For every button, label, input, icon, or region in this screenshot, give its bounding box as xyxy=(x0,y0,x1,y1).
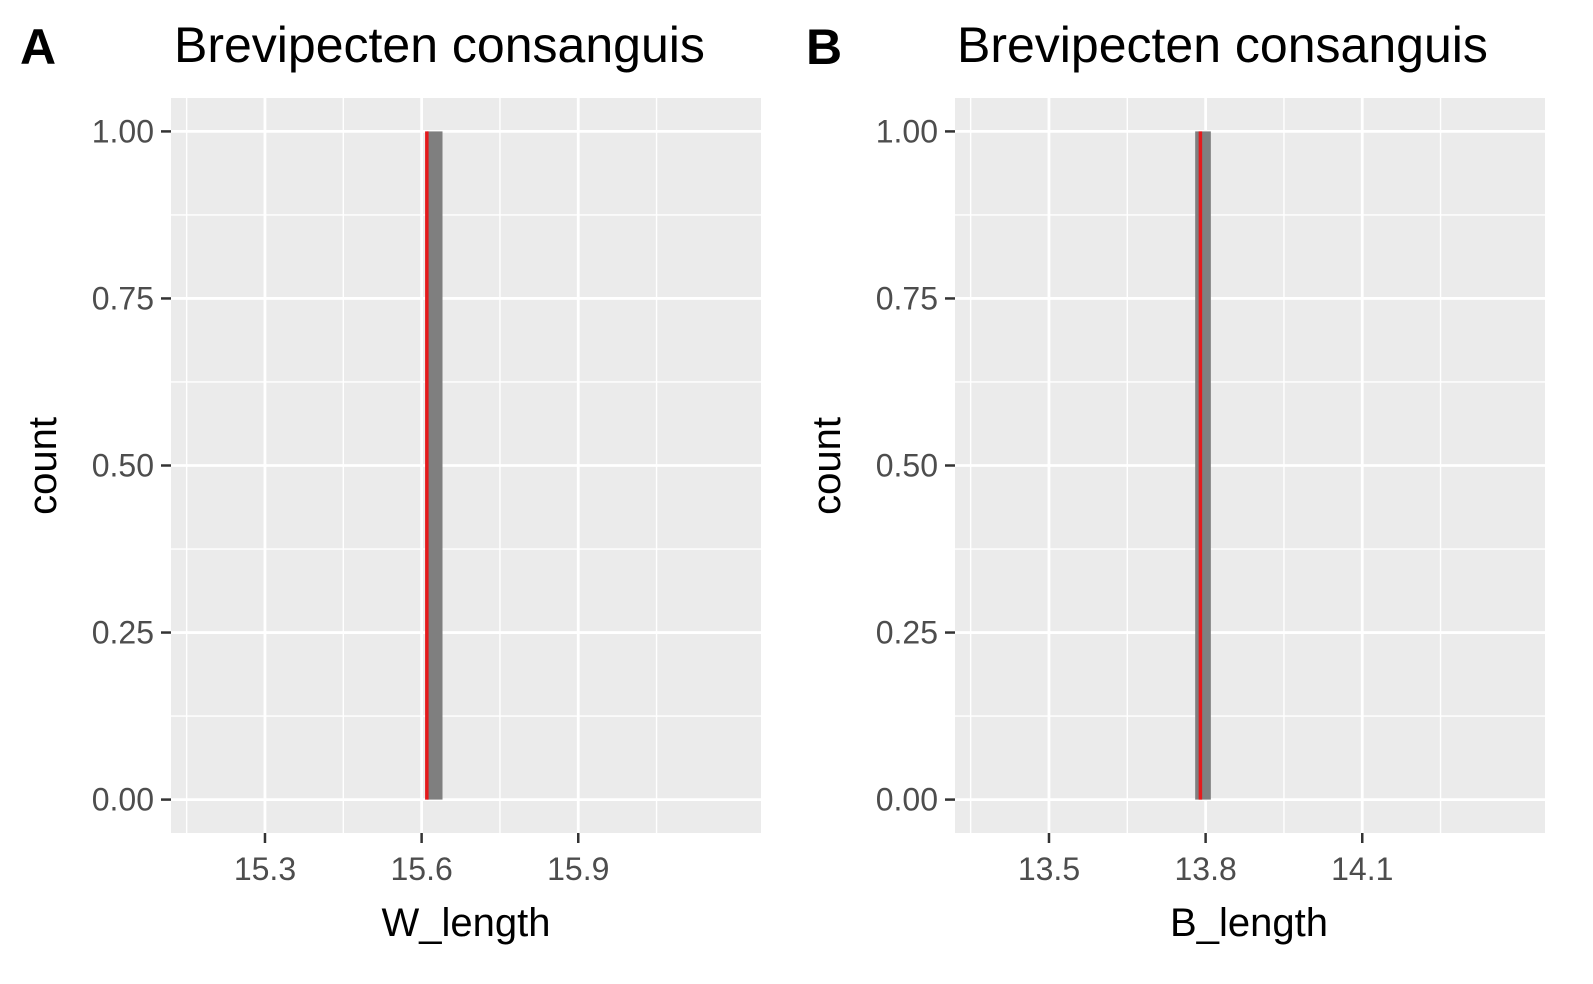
panel-a: 0.00 0.25 0.50 0.75 1.00 15.3 15.6 15.9 A Brevi… xyxy=(20,17,761,945)
y-tick-label: 0.75 xyxy=(876,280,938,316)
y-tick-label: 0.25 xyxy=(876,615,938,651)
y-tick-label: 0.50 xyxy=(876,448,938,484)
x-tick-label: 14.1 xyxy=(1331,851,1393,887)
y-axis-title: count xyxy=(805,417,849,515)
x-tick-label: 15.3 xyxy=(234,851,296,887)
y-tick-label: 0.25 xyxy=(92,615,154,651)
x-tick-label: 15.9 xyxy=(547,851,609,887)
y-tick-label: 0.50 xyxy=(92,448,154,484)
y-tick-label: 0.75 xyxy=(92,280,154,316)
x-axis-title: W_length xyxy=(382,901,551,945)
panel-label: B xyxy=(806,19,842,75)
plot-area: 0.00 0.25 0.50 0.75 1.00 13.5 13.8 14.1 xyxy=(876,98,1545,887)
plot-area: 0.00 0.25 0.50 0.75 1.00 15.3 15.6 15.9 xyxy=(92,98,761,887)
y-tick-label: 0.00 xyxy=(876,782,938,818)
x-tick-label: 15.6 xyxy=(390,851,452,887)
x-tick-label: 13.5 xyxy=(1018,851,1080,887)
y-tick-label: 0.00 xyxy=(92,782,154,818)
histogram-bar xyxy=(1195,131,1211,800)
y-tick-label: 1.00 xyxy=(876,113,938,149)
chart-title: Brevipecten consanguis xyxy=(174,17,705,73)
x-axis-title: B_length xyxy=(1170,901,1328,945)
y-tick-label: 1.00 xyxy=(92,113,154,149)
x-tick-label: 13.8 xyxy=(1174,851,1236,887)
histogram-bar xyxy=(426,131,443,800)
panel-label: A xyxy=(20,19,56,75)
chart-title: Brevipecten consanguis xyxy=(957,17,1488,73)
y-axis-title: count xyxy=(21,417,65,515)
panel-b: 0.00 0.25 0.50 0.75 1.00 13.5 13.8 14.1 B Brevi… xyxy=(805,17,1545,945)
